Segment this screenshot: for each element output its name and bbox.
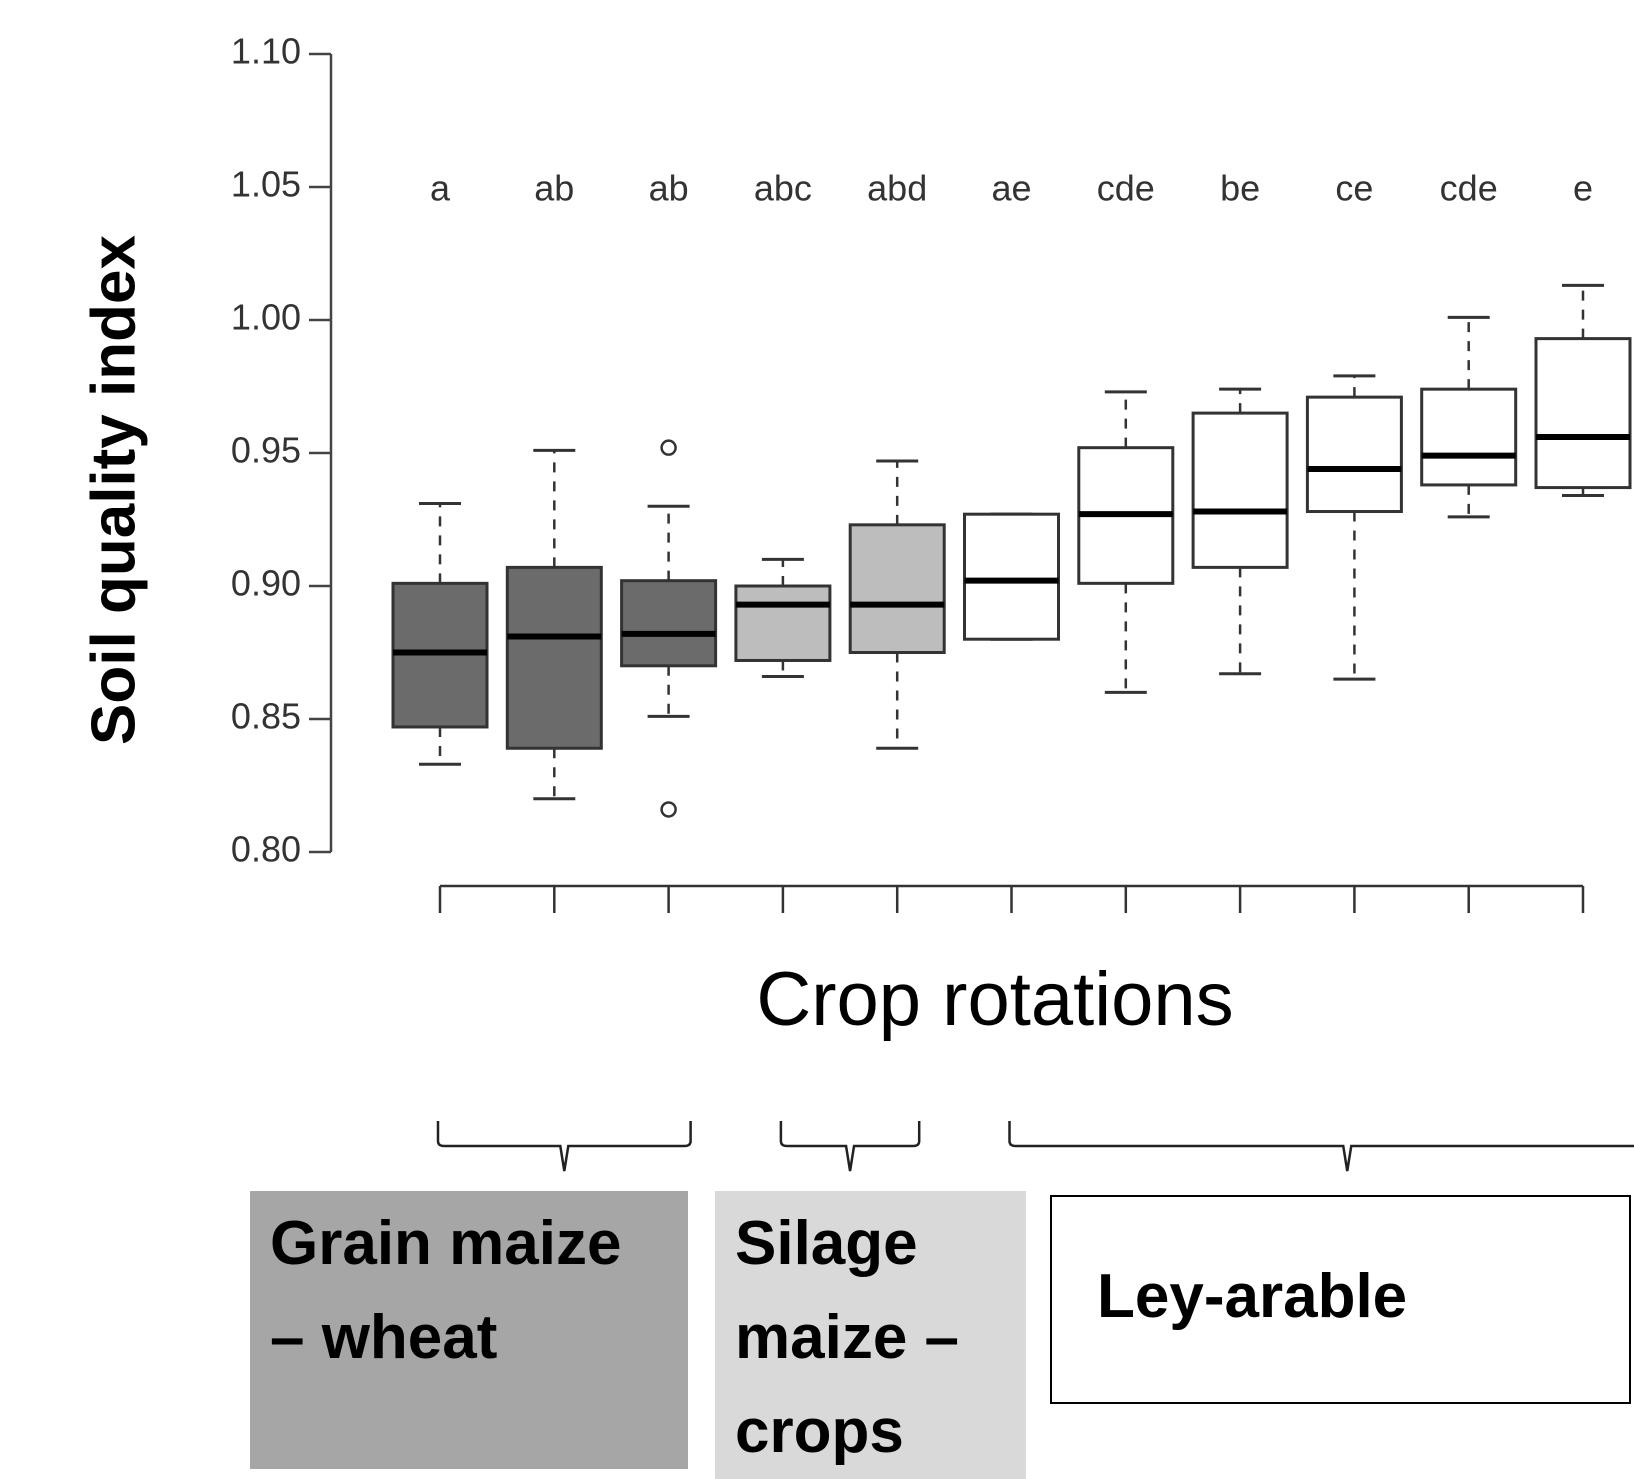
box [505,565,603,750]
letter-label: a [430,168,451,209]
box [1420,387,1518,487]
letter-label: abc [754,168,812,209]
y-tick-label: 0.95 [231,430,301,471]
group-brace [1008,1121,1634,1172]
group-brace [436,1121,692,1172]
y-tick-label: 1.05 [231,164,301,205]
y-tick-label: 0.85 [231,696,301,737]
letter-label: cde [1440,168,1498,209]
group-brace [779,1121,921,1172]
box [848,523,946,655]
x-axis-label: Crop rotations [756,957,1233,1042]
group-label: Silage maize – crops [715,1191,1026,1479]
group-label: Grain maize – wheat [250,1191,688,1469]
letter-label: ae [991,168,1031,209]
box [1305,395,1403,514]
letter-label: be [1220,168,1260,209]
letter-label: cde [1097,168,1155,209]
letter-label: e [1573,168,1593,209]
outlier [660,801,677,818]
box [963,512,1060,641]
box [620,579,718,668]
outlier [660,439,677,456]
box [734,584,832,662]
box [1534,337,1632,490]
y-tick-label: 1.10 [231,31,301,72]
y-tick-label: 0.80 [231,829,301,870]
letter-label: ab [649,168,689,209]
letter-label: ce [1335,168,1373,209]
letter-label: abd [867,168,927,209]
y-tick-label: 1.00 [231,297,301,338]
box [1191,411,1289,569]
letter-label: ab [534,168,574,209]
y-tick-label: 0.90 [231,563,301,604]
group-label: Ley-arable [1050,1195,1631,1404]
y-axis-label: Soil quality index [79,235,148,745]
